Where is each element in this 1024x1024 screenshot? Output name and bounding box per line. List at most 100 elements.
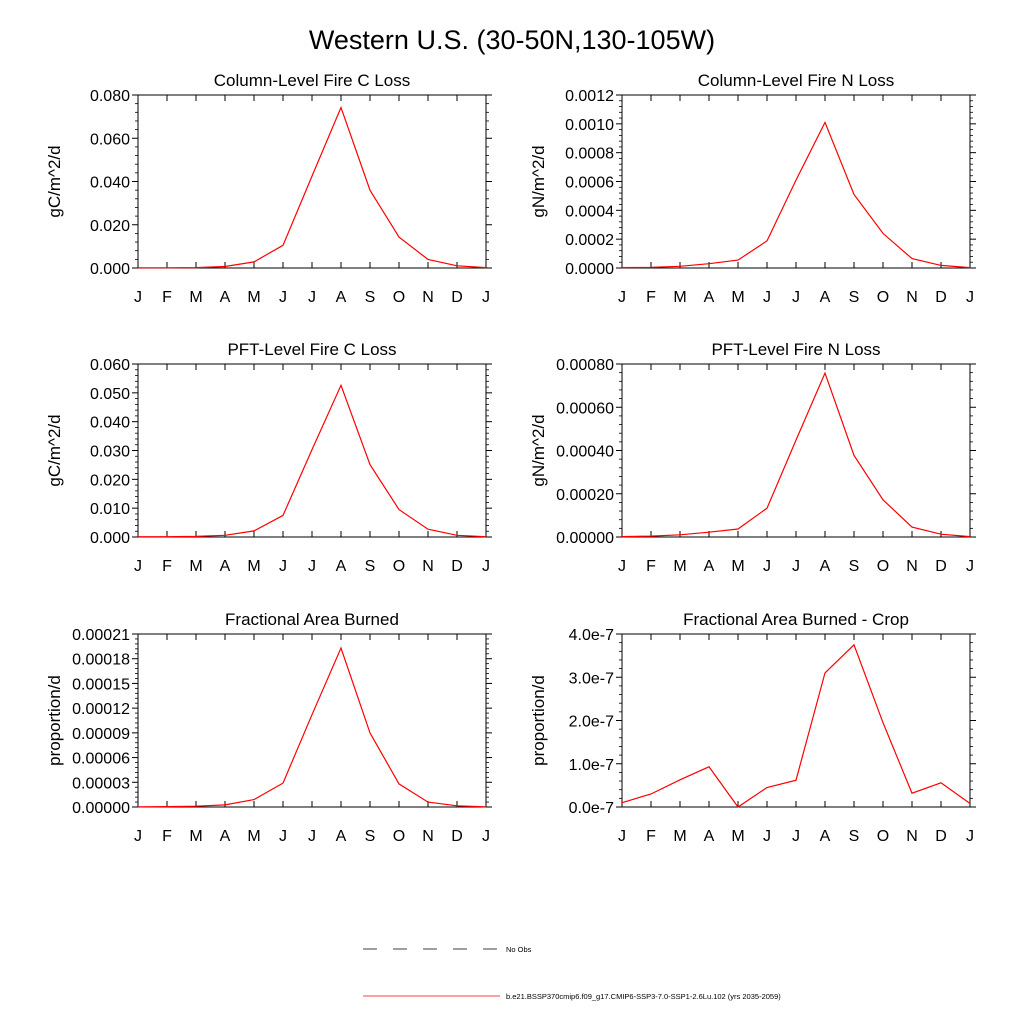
x-tick-label: M [673, 828, 686, 845]
y-tick-label: 0.00000 [556, 530, 614, 547]
x-tick-label: M [673, 289, 686, 306]
y-tick-label: 0.0010 [565, 117, 614, 134]
x-tick-label: J [763, 828, 771, 845]
y-tick-label: 0.00018 [72, 652, 130, 669]
plot-frame [137, 94, 487, 269]
y-tick-label: 0.00012 [72, 701, 130, 718]
x-tick-label: M [189, 558, 202, 575]
y-tick-label: 0.040 [90, 415, 130, 432]
plot-frame [621, 633, 971, 808]
x-tick-label: J [134, 558, 142, 575]
series-line [137, 646, 487, 808]
x-tick-label: M [731, 828, 744, 845]
x-tick-label: A [220, 289, 231, 306]
x-tick-label: D [451, 289, 463, 306]
chart-title: PFT-Level Fire N Loss [711, 340, 880, 359]
y-tick-label: 2.0e-7 [569, 714, 614, 731]
x-tick-label: J [792, 558, 800, 575]
y-axis-label: gC/m^2/d [45, 414, 64, 486]
x-tick-label: J [308, 289, 316, 306]
y-tick-label: 0.050 [90, 386, 130, 403]
plot-frame [621, 94, 971, 269]
y-tick-label: 0.0004 [565, 203, 614, 220]
chart-title: Fractional Area Burned [225, 610, 399, 629]
legend: No Obs b.e21.BSSP370cmip6.f09_g17.CMIP6-… [363, 945, 781, 1001]
x-tick-label: O [393, 828, 405, 845]
y-tick-label: 0.030 [90, 444, 130, 461]
chart-title: Column-Level Fire N Loss [698, 71, 895, 90]
x-tick-label: D [935, 558, 947, 575]
x-tick-label: J [792, 289, 800, 306]
x-tick-label: J [966, 289, 974, 306]
x-tick-label: F [162, 828, 172, 845]
x-tick-label: M [731, 558, 744, 575]
y-tick-label: 0.000 [90, 261, 130, 278]
y-tick-label: 0.0000 [565, 261, 614, 278]
x-tick-label: A [336, 289, 347, 306]
y-tick-label: 0.040 [90, 175, 130, 192]
x-tick-label: S [365, 289, 376, 306]
x-tick-label: J [792, 828, 800, 845]
y-axis-label: proportion/d [529, 675, 548, 766]
x-tick-label: J [279, 289, 287, 306]
x-tick-label: J [966, 828, 974, 845]
y-tick-label: 0.080 [90, 88, 130, 105]
series-line [621, 120, 971, 269]
x-tick-label: O [877, 558, 889, 575]
x-tick-label: F [646, 828, 656, 845]
x-tick-label: D [935, 828, 947, 845]
x-tick-label: F [646, 558, 656, 575]
x-tick-label: J [482, 828, 490, 845]
x-tick-label: N [906, 828, 918, 845]
x-tick-label: M [247, 558, 260, 575]
y-tick-label: 0.00021 [72, 627, 130, 644]
y-axis-label: gN/m^2/d [529, 145, 548, 217]
x-tick-label: J [966, 558, 974, 575]
x-tick-label: J [482, 289, 490, 306]
y-axis-label: proportion/d [45, 675, 64, 766]
legend-label-model: b.e21.BSSP370cmip6.f09_g17.CMIP6-SSP3-7.… [506, 992, 781, 1001]
x-tick-label: S [849, 289, 860, 306]
x-tick-label: J [279, 828, 287, 845]
x-tick-label: O [393, 289, 405, 306]
y-tick-label: 0.0e-7 [569, 800, 614, 817]
x-tick-label: J [134, 289, 142, 306]
x-tick-label: A [704, 828, 715, 845]
x-tick-label: O [877, 289, 889, 306]
x-tick-label: J [763, 289, 771, 306]
x-tick-label: O [877, 828, 889, 845]
x-tick-label: S [365, 558, 376, 575]
x-tick-label: J [308, 828, 316, 845]
x-tick-label: F [646, 289, 656, 306]
y-tick-label: 0.00003 [72, 775, 130, 792]
y-tick-label: 3.0e-7 [569, 670, 614, 687]
x-tick-label: A [820, 289, 831, 306]
y-tick-label: 0.00015 [72, 676, 130, 693]
y-tick-label: 0.020 [90, 218, 130, 235]
series-line [138, 105, 487, 269]
x-tick-label: J [618, 289, 626, 306]
y-tick-label: 0.00060 [556, 400, 614, 417]
x-tick-label: O [393, 558, 405, 575]
x-tick-label: S [849, 828, 860, 845]
x-tick-label: N [422, 828, 434, 845]
x-tick-label: J [482, 558, 490, 575]
x-tick-label: J [308, 558, 316, 575]
x-tick-label: A [820, 558, 831, 575]
x-tick-label: N [906, 289, 918, 306]
x-tick-label: M [189, 289, 202, 306]
x-tick-label: M [247, 828, 260, 845]
x-tick-label: D [451, 558, 463, 575]
x-tick-label: J [618, 828, 626, 845]
y-axis-label: gN/m^2/d [529, 414, 548, 486]
x-tick-label: N [906, 558, 918, 575]
y-tick-label: 0.000 [90, 530, 130, 547]
x-tick-label: J [763, 558, 771, 575]
x-tick-label: N [422, 558, 434, 575]
x-tick-label: N [422, 289, 434, 306]
